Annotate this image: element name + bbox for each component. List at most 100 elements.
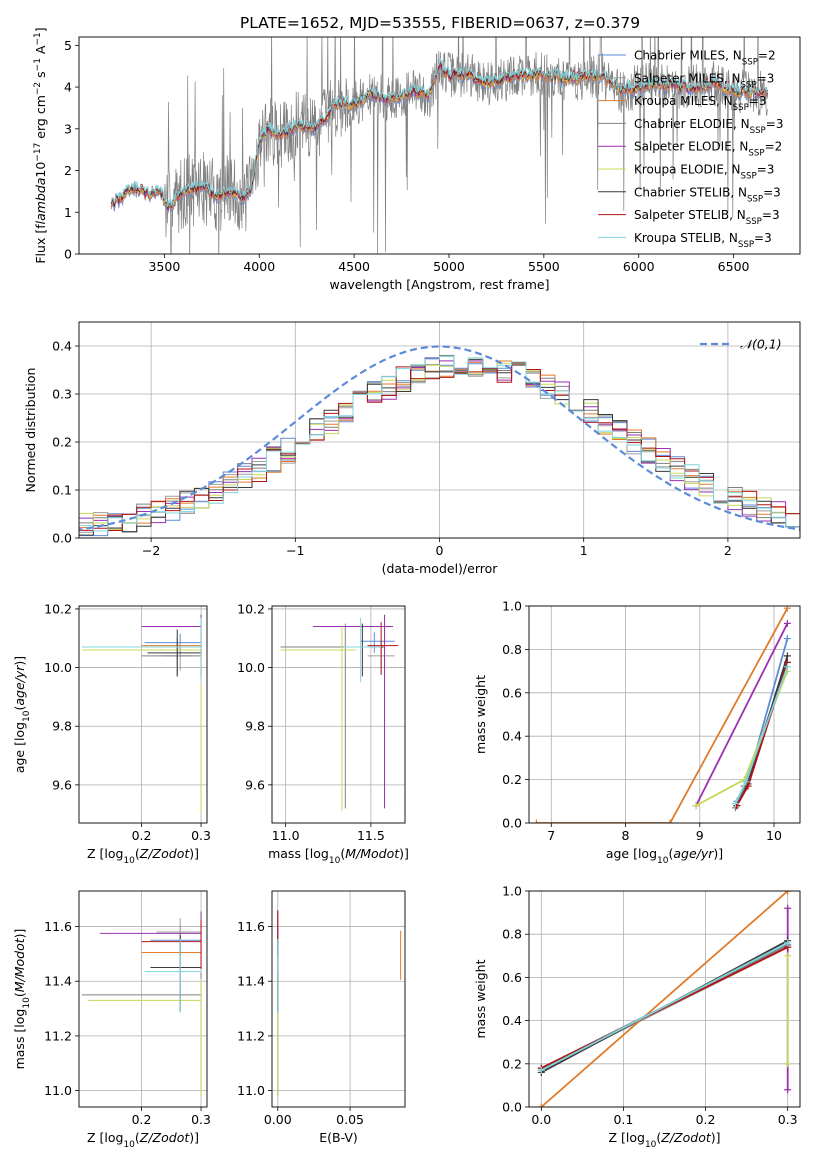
- plot-age-vs-mass: 11.0 11.5 9.6 9.8 10.0 10.2 mass [log10(M/Modo…: [237, 601, 409, 866]
- x-axis-label: (data-model)/error: [382, 561, 499, 576]
- legend-label: Salpeter MILES, NSSP=3: [634, 71, 774, 90]
- x-tick-label: 8: [622, 828, 630, 843]
- plot-residuals: −2 −1 0 1 2 0.0 0.1 0.2 0.3 0.4 (data-model)/error…: [23, 321, 801, 576]
- y-tick-label: 11.2: [44, 1028, 72, 1043]
- plot-mass-vs-EBV: 0.00 0.05 11.0 11.2 11.4 11.6 E(B-V): [237, 890, 406, 1145]
- x-tick-label: 0.0: [531, 1112, 551, 1127]
- series-marker: [532, 819, 540, 823]
- x-tick-label: 0.2: [132, 1112, 152, 1127]
- y-tick-label: 0.6: [502, 970, 522, 985]
- y-tick-label: 0.8: [502, 642, 522, 657]
- plot-area: [81, 911, 202, 1097]
- y-tick-label: 0.0: [502, 1100, 522, 1115]
- series-line: [540, 891, 789, 1107]
- y-tick-label: 10.0: [237, 660, 265, 675]
- axes-frame: [528, 605, 801, 824]
- x-tick-label: 1: [580, 543, 588, 558]
- y-axis-label: age [log10(age/yr)]: [12, 656, 32, 773]
- y-tick-label: 0.8: [502, 927, 522, 942]
- legend-label: Kroupa ELODIE, NSSP=3: [634, 163, 774, 182]
- series-marker: [784, 939, 792, 947]
- y-tick-label: 11.4: [237, 974, 265, 989]
- grid: [272, 606, 405, 823]
- y-tick-label: 10.2: [237, 601, 265, 616]
- legend-label: 𝒩(0,1): [740, 337, 782, 352]
- axes-frame: [528, 890, 801, 1108]
- spectrum-model: [110, 57, 769, 208]
- y-tick-label: 1.0: [502, 884, 522, 899]
- series-marker: [783, 606, 791, 612]
- y-axis-label: mass weight: [473, 675, 488, 754]
- plot-area: [79, 345, 800, 537]
- x-tick-label: 6500: [718, 259, 750, 274]
- series-marker: [537, 1103, 545, 1107]
- x-tick-label: 4500: [338, 259, 370, 274]
- series-marker: [744, 782, 752, 790]
- y-tick-label: 9.8: [245, 719, 265, 734]
- y-axis-label: Flux [flambda10−17 erg cm−2 s−1 A−1]: [33, 27, 48, 263]
- grid: [272, 891, 405, 1107]
- x-axis-label: mass [log10(M/Modot)]: [268, 846, 409, 866]
- x-tick-label: 0: [436, 543, 444, 558]
- legend-label: Chabrier ELODIE, NSSP=3: [634, 117, 783, 136]
- legend: 𝒩(0,1): [700, 337, 782, 352]
- x-tick-label: 0.2: [132, 828, 152, 843]
- y-tick-label: 9.6: [52, 777, 72, 792]
- x-axis-label: Z [log10(Z/Zodot)]: [87, 1130, 199, 1150]
- grid: [79, 891, 207, 1107]
- x-tick-label: 0.3: [191, 828, 211, 843]
- series-line: [540, 942, 789, 1072]
- plot-area: [532, 606, 791, 823]
- y-tick-label: 0.0: [502, 816, 522, 831]
- x-tick-label: 11.0: [272, 828, 300, 843]
- y-tick-label: 0.4: [52, 339, 72, 354]
- y-tick-label: 0.2: [52, 435, 72, 450]
- y-tick-label: 3: [64, 121, 72, 136]
- series-line: [695, 622, 789, 807]
- y-tick-label: 0.2: [502, 772, 522, 787]
- y-tick-label: 5: [64, 38, 72, 53]
- series-marker: [742, 778, 750, 786]
- axes-frame: [271, 605, 406, 824]
- gaussian-curve: [79, 345, 800, 531]
- series-marker: [784, 1086, 792, 1094]
- y-tick-label: 11.0: [44, 1083, 72, 1098]
- grid: [79, 322, 800, 539]
- legend-label: Chabrier STELIB, NSSP=3: [634, 185, 781, 204]
- x-axis-label: Z [log10(Z/Zodot)]: [87, 846, 199, 866]
- axes-frame: [78, 36, 801, 255]
- plot-mass-weight-vs-Z: 0.0 0.1 0.2 0.3 0.0 0.2 0.4 0.6 0.8 1.0 Z [log10(Z…: [473, 884, 801, 1150]
- y-tick-label: 0.0: [52, 531, 72, 546]
- legend-label: Chabrier MILES, NSSP=2: [634, 49, 776, 68]
- series-marker: [537, 1066, 545, 1074]
- figure-title: PLATE=1652, MJD=53555, FIBERID=0637, z=0…: [240, 14, 640, 32]
- y-tick-label: 0.1: [52, 483, 72, 498]
- series-marker: [784, 891, 792, 895]
- spectrum-data: [110, 37, 768, 254]
- x-tick-label: 6000: [623, 259, 655, 274]
- y-tick-label: 1.0: [502, 599, 522, 614]
- y-tick-label: 2: [64, 163, 72, 178]
- series-marker: [783, 635, 791, 643]
- y-tick-label: 0: [64, 247, 72, 262]
- y-tick-label: 0.4: [502, 1013, 522, 1028]
- x-tick-label: 5500: [528, 259, 560, 274]
- axes-frame: [78, 605, 208, 824]
- axes-frame: [78, 890, 208, 1108]
- x-axis-label: Z [log10(Z/Zodot)]: [608, 1130, 720, 1150]
- plot-area: [110, 37, 769, 254]
- y-tick-label: 1: [64, 205, 72, 220]
- series-marker: [692, 802, 700, 810]
- x-tick-label: −2: [142, 543, 160, 558]
- series-marker: [783, 652, 791, 660]
- axes-frame: [78, 321, 801, 539]
- y-tick-label: 0.6: [502, 685, 522, 700]
- y-tick-label: 11.6: [44, 919, 72, 934]
- x-tick-label: 11.5: [357, 828, 385, 843]
- plot-mass-weight-vs-age: 7 8 9 10 0.0 0.2 0.4 0.6 0.8 1.0 age [log10(age/yr…: [473, 599, 801, 866]
- x-tick-label: 0.00: [264, 1112, 292, 1127]
- series-marker: [784, 1060, 792, 1068]
- x-tick-label: 0.2: [696, 1112, 716, 1127]
- x-tick-label: 5000: [433, 259, 465, 274]
